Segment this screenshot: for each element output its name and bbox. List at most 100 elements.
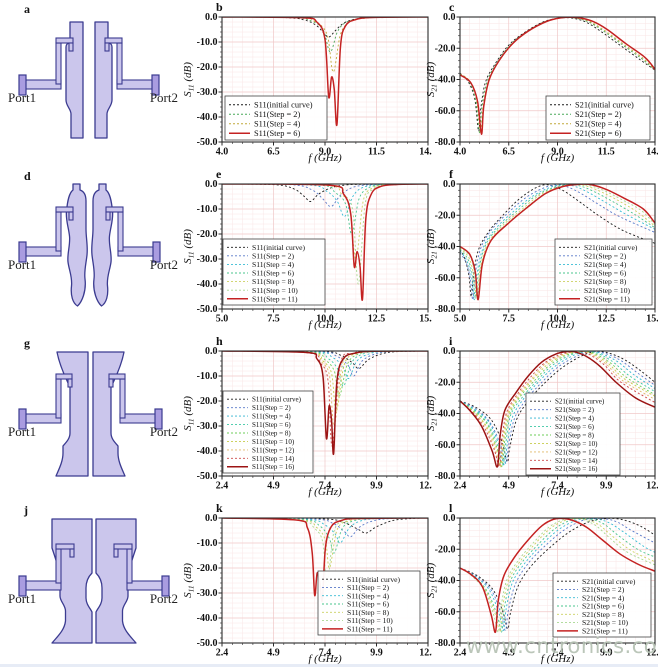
legend-entry-label: S21(Step = 4) bbox=[575, 120, 622, 129]
y-tick-label: -50.0 bbox=[197, 304, 218, 315]
panel-label-j: j bbox=[24, 503, 28, 517]
legend-entry-label: S21(Step = 10) bbox=[582, 618, 629, 627]
chart-svg-k: 2.4 4.9 7.4 9.9 12.4 0.0 -10.0 -20.0 -30.0 -40.0 -… bbox=[182, 513, 437, 665]
feed-line bbox=[55, 548, 62, 584]
series-group bbox=[222, 17, 428, 127]
legend-entry-label: S11(Step = 14) bbox=[252, 455, 295, 463]
legend-entry-label: S21(Step = 16) bbox=[555, 465, 598, 473]
y-axis-label: S21 (dB) bbox=[425, 62, 439, 98]
x-axis-label: f (GHz) bbox=[308, 486, 342, 498]
y-tick-label: -20.0 bbox=[435, 210, 456, 221]
legend-entry-label: S11(Step = 11) bbox=[347, 625, 393, 634]
y-tick-label: -40.0 bbox=[435, 242, 456, 253]
axes: 2.4 4.9 7.4 9.9 12.4 0.0 -10.0 -20.0 -30.0 -40.0 -… bbox=[197, 513, 437, 659]
series-curve-3 bbox=[460, 17, 655, 135]
y-axis-label: S21 (dB) bbox=[425, 396, 439, 432]
y-tick-label: -20.0 bbox=[197, 62, 218, 73]
chart-panel-i: 2.4 4.9 7.4 9.9 12.4 0.0 -20.0 -40.0 -60.0 -80.0 f… bbox=[425, 334, 658, 500]
y-axis-label: S21 (dB) bbox=[425, 229, 439, 265]
feed-line bbox=[55, 211, 62, 252]
y-tick-label: -30.0 bbox=[197, 421, 218, 432]
port2-label: Port2 bbox=[149, 424, 178, 439]
series-curve-8 bbox=[460, 351, 655, 468]
x-axis-label: f (GHz) bbox=[541, 653, 575, 665]
chart-panel-e: 5.0 7.5 10.0 12.5 15.0 0.0 -10.0 -20.0 -30.0 -40.… bbox=[182, 167, 437, 333]
x-tick-label: 4.9 bbox=[267, 648, 280, 659]
port-stub bbox=[18, 575, 27, 597]
legend-entry-label: S21(Step = 2) bbox=[575, 110, 622, 119]
panel-label-f: f bbox=[449, 167, 453, 181]
series-curve-3 bbox=[460, 184, 655, 299]
series-curve-6 bbox=[460, 184, 655, 301]
y-tick-label: -10.0 bbox=[197, 538, 218, 549]
feed-line bbox=[55, 37, 74, 44]
feed-line bbox=[67, 378, 73, 388]
x-tick-label: 9.9 bbox=[600, 648, 613, 659]
feed-line bbox=[55, 206, 74, 213]
series-curve-2 bbox=[460, 518, 655, 631]
y-tick-label: -20.0 bbox=[197, 229, 218, 240]
resonator-body bbox=[65, 183, 88, 307]
x-tick-label: 11.5 bbox=[368, 147, 385, 158]
y-tick-label: -10.0 bbox=[197, 371, 218, 382]
axes: 4.0 6.5 9.0 11.5 14.0 0.0 -20.0 -40.0 -60.0 -80.0 bbox=[435, 12, 658, 157]
legend-entry-label: S21(Step = 12) bbox=[555, 448, 598, 456]
resonator-half-right bbox=[91, 183, 161, 307]
x-tick-label: 7.5 bbox=[503, 314, 516, 325]
legend-entry-label: S21(Step = 4) bbox=[582, 593, 625, 602]
x-tick-label: 2.4 bbox=[216, 481, 229, 492]
legend-entry-label: S11(Step = 4) bbox=[252, 413, 291, 421]
series-curve-4 bbox=[222, 518, 428, 569]
series-curve-6 bbox=[460, 518, 655, 634]
panel-label-b: b bbox=[216, 0, 223, 14]
y-tick-label: 0.0 bbox=[443, 346, 456, 357]
series-curve-1 bbox=[460, 17, 655, 134]
y-tick-label: -80.0 bbox=[435, 638, 456, 649]
y-tick-label: -60.0 bbox=[435, 106, 456, 117]
x-tick-label: 7.4 bbox=[319, 481, 332, 492]
axes: 2.4 4.9 7.4 9.9 12.4 0.0 -20.0 -40.0 -60.0 -80.0 bbox=[435, 513, 658, 658]
port2-label: Port2 bbox=[149, 90, 178, 105]
x-axis-label: f (GHz) bbox=[308, 319, 342, 331]
series-curve-1 bbox=[222, 518, 428, 538]
legend-entry-label: S11(Step = 6) bbox=[254, 129, 300, 138]
port1-label: Port1 bbox=[8, 424, 37, 439]
chart-svg-c: 4.0 6.5 9.0 11.5 14.0 0.0 -20.0 -40.0 -60.0 -80.0… bbox=[425, 12, 658, 164]
port-stub bbox=[154, 408, 163, 430]
legend-entry-label: S21(Step = 4) bbox=[584, 260, 627, 269]
series-curve-1 bbox=[460, 518, 655, 631]
x-tick-label: 6.5 bbox=[267, 147, 280, 158]
x-tick-label: 11.5 bbox=[598, 147, 615, 158]
feed-line bbox=[105, 206, 124, 213]
figure-row-2: d Port1 Port2 5.0 7.5 10.0 12.5 15.0 0.0 -10.0… bbox=[0, 167, 658, 333]
legend-entry-label: S11(Step = 6) bbox=[252, 269, 294, 278]
resonator-half-right bbox=[92, 351, 163, 477]
legend-entry-label: S21(Step = 6) bbox=[584, 269, 627, 278]
schematic-g bbox=[0, 334, 183, 500]
x-tick-label: 7.4 bbox=[319, 648, 332, 659]
legend-entry-label: S11(Step = 6) bbox=[347, 600, 389, 609]
x-tick-label: 15.0 bbox=[419, 314, 432, 325]
panel-label-e: e bbox=[216, 167, 222, 181]
y-tick-label: -50.0 bbox=[197, 137, 218, 148]
y-tick-label: 0.0 bbox=[205, 346, 218, 357]
y-tick-label: -60.0 bbox=[435, 273, 456, 284]
legend: S21(initial curve)S21(Step = 2)S21(Step … bbox=[545, 95, 651, 141]
y-tick-label: 0.0 bbox=[443, 513, 456, 524]
legend-entry-label: S21(Step = 6) bbox=[555, 423, 595, 431]
x-tick-label: 4.0 bbox=[216, 147, 229, 158]
series-curve-7 bbox=[460, 351, 655, 468]
panel-label-d: d bbox=[24, 169, 31, 183]
legend-entry-label: S21(Step = 10) bbox=[584, 286, 631, 295]
feed-line bbox=[117, 246, 159, 257]
port-stub bbox=[18, 74, 27, 96]
resonator-half-left bbox=[18, 21, 84, 139]
y-tick-label: 0.0 bbox=[205, 12, 218, 23]
series-curve-0 bbox=[222, 351, 428, 369]
port-stub bbox=[161, 575, 170, 597]
x-tick-label: 9.9 bbox=[600, 481, 613, 492]
chart-panel-c: 4.0 6.5 9.0 11.5 14.0 0.0 -20.0 -40.0 -60.0 -80.0… bbox=[425, 0, 658, 166]
feed-line bbox=[55, 378, 62, 419]
y-tick-label: -20.0 bbox=[197, 563, 218, 574]
legend-entry-label: S11(Step = 2) bbox=[252, 252, 294, 261]
